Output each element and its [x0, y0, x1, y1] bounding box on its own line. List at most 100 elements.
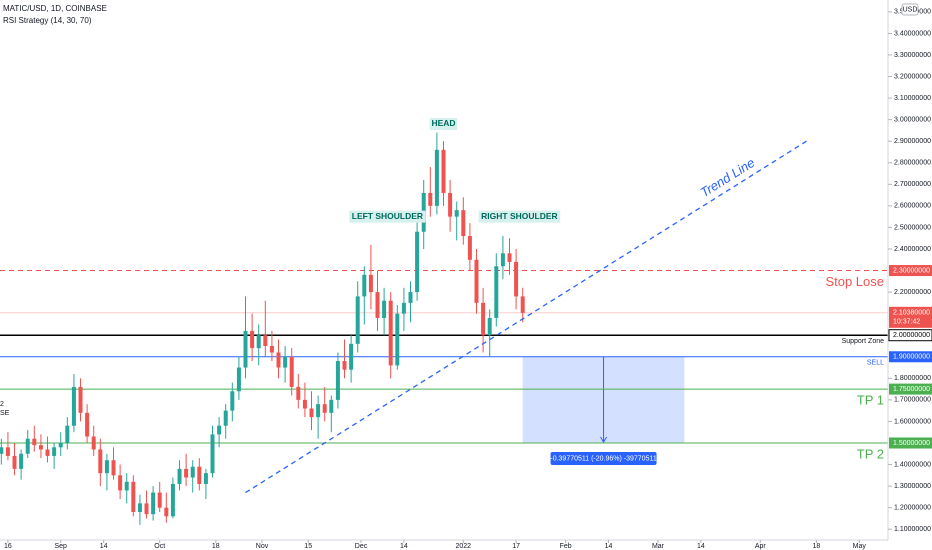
plot-area: -0.39770511 (-20.96%) -39770511 Stop Lose…: [0, 117, 888, 525]
candle-body: [461, 210, 466, 237]
candle-body: [256, 335, 261, 349]
candle-body: [428, 192, 433, 206]
candle-body: [137, 503, 142, 512]
price-badge-label: 1.50000000: [893, 440, 930, 447]
y-tick-label: 3.00000000: [894, 116, 931, 123]
candle-body: [52, 447, 57, 456]
strategy-name: RSI Strategy (14, 30, 70): [3, 16, 92, 25]
candle-body: [98, 449, 103, 474]
price-badge: [889, 437, 932, 449]
last-price-label: 2.10380000: [893, 310, 930, 317]
level-label: Support Zone: [842, 338, 885, 345]
x-tick-label: Apr: [755, 543, 767, 550]
candle-body: [118, 475, 123, 491]
strategy-label: 2: [0, 401, 4, 408]
annotation-bg: [429, 117, 458, 130]
x-tick-label: 18: [812, 543, 820, 550]
candle-body: [223, 410, 228, 426]
candle-body: [131, 481, 136, 512]
candle-body: [197, 466, 202, 484]
candle-body: [203, 473, 208, 484]
annotation-bg: [478, 210, 561, 223]
countdown: 10:37:42: [893, 319, 920, 326]
candle-body: [85, 412, 90, 437]
candle-body: [415, 231, 420, 293]
last-price-badge: [889, 306, 932, 328]
candle-body: [448, 192, 453, 217]
candle-body: [382, 300, 387, 318]
level-label: TP 1: [857, 393, 884, 408]
candle-body: [289, 356, 294, 387]
annotation: LEFT SHOULDER: [352, 211, 423, 221]
currency: USD: [903, 6, 918, 13]
candle-body: [65, 425, 70, 443]
strategy-label: SE: [0, 410, 10, 417]
candle-body: [184, 468, 189, 478]
x-tick-label: 2022: [456, 543, 472, 550]
candle-body: [0, 447, 4, 454]
price-badge: [889, 265, 932, 277]
y-tick-label: 3.40000000: [894, 30, 931, 37]
candle-body: [71, 386, 76, 426]
x-tick-label: Oct: [154, 543, 165, 550]
candle-body: [514, 261, 519, 297]
candle-body: [355, 296, 360, 344]
annotation: RIGHT SHOULDER: [481, 211, 558, 221]
x-tick-label: May: [853, 543, 867, 550]
candle-body: [164, 507, 169, 517]
price-badge-label: 1.90000000: [893, 354, 930, 361]
candle-body: [91, 436, 96, 450]
x-tick-label: Sep: [54, 543, 67, 550]
candle-body: [481, 302, 486, 336]
y-tick-label: 2.50000000: [894, 224, 931, 231]
x-tick-label: Feb: [560, 543, 572, 550]
candle-body: [5, 447, 10, 456]
candle-body: [58, 442, 63, 448]
level-label: TP 2: [857, 446, 884, 461]
candle-body: [454, 210, 459, 217]
candle-body: [230, 391, 235, 411]
x-tick-label: Mar: [652, 543, 665, 550]
y-tick-label: 1.20000000: [894, 505, 931, 512]
y-tick-label: 1.70000000: [894, 397, 931, 404]
candle-body: [408, 292, 413, 303]
candle-body: [395, 313, 400, 366]
candle-body: [263, 335, 268, 346]
y-tick-label: 2.70000000: [894, 181, 931, 188]
candle-body: [329, 399, 334, 413]
candle-body: [190, 466, 195, 478]
currency-badge: [901, 3, 919, 16]
y-tick-label: 2.20000000: [894, 289, 931, 296]
x-tick-label: 14: [697, 543, 705, 550]
chart-title: MATIC/USD, 1D, COINBASE: [3, 4, 107, 13]
y-tick-label: 3.30000000: [894, 52, 931, 59]
candle-body: [19, 453, 24, 469]
candle-body: [309, 408, 314, 418]
y-tick-label: 3.10000000: [894, 95, 931, 102]
candle-body: [78, 386, 83, 413]
price-badge: [889, 383, 932, 395]
y-tick-label: 1.30000000: [894, 483, 931, 490]
annotation-bg: [349, 210, 426, 223]
candle-body: [302, 399, 307, 409]
candle-body: [342, 361, 347, 370]
x-tick-label: 14: [400, 543, 408, 550]
candle-body: [276, 352, 281, 368]
candle-body: [12, 455, 17, 469]
trend-line: [245, 140, 807, 494]
annotation: HEAD: [431, 118, 455, 128]
y-tick-label: 3.20000000: [894, 73, 931, 80]
candle-body: [401, 302, 406, 314]
candle-body: [507, 253, 512, 262]
candle-body: [38, 445, 43, 450]
measure-label-bg: [550, 451, 657, 465]
level-label: Stop Lose: [825, 274, 884, 289]
candle-body: [467, 236, 472, 260]
y-tick-label: 1.60000000: [894, 418, 931, 425]
price-badge-label: 2.00000000: [893, 332, 930, 339]
candle-body: [375, 292, 380, 318]
candle-body: [250, 330, 255, 349]
candle-body: [316, 404, 321, 418]
y-tick-label: 2.90000000: [894, 138, 931, 145]
